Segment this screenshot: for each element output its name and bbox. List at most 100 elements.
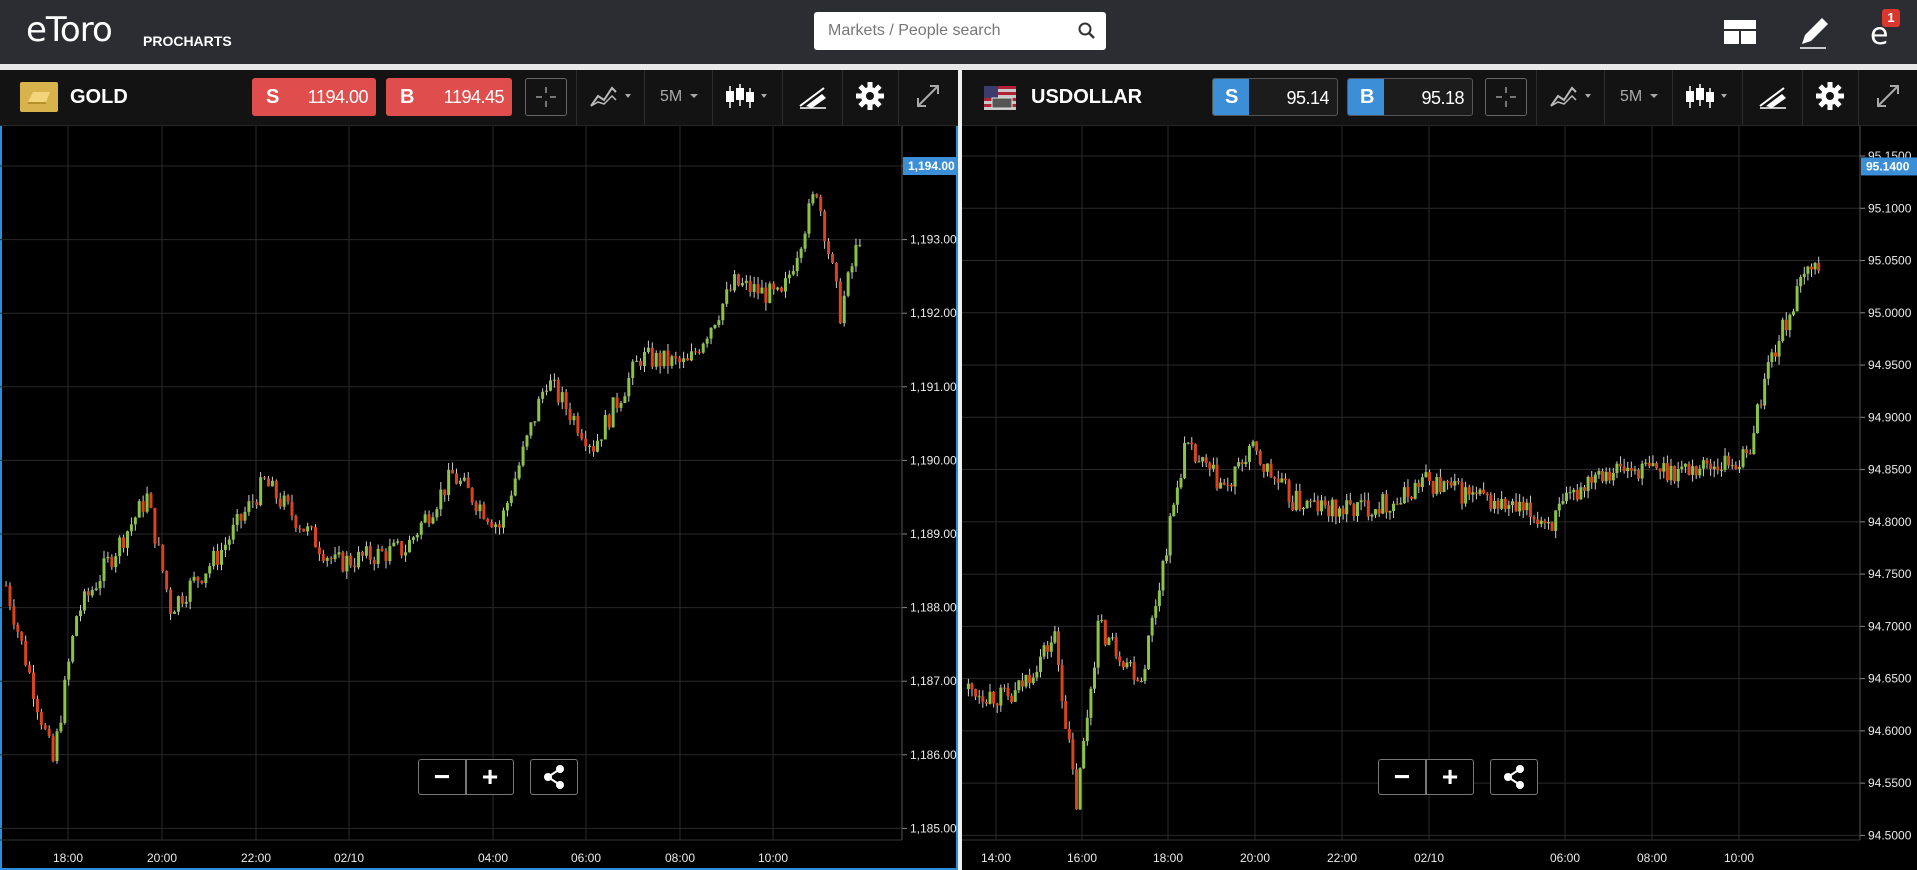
timeframe-dropdown[interactable]: 5M [1618,78,1662,116]
buy-label: B [1360,86,1375,108]
candle [1172,502,1176,517]
candle [396,538,400,545]
candle-body [419,522,423,535]
candle-body [333,554,337,560]
candle [780,286,784,293]
candle-body [1799,276,1803,287]
candle [1626,461,1630,479]
settings-button[interactable] [852,78,888,116]
draw-tools-button[interactable] [1756,78,1792,116]
candle-body [1096,620,1100,668]
settings-button[interactable] [1812,78,1848,116]
candle-body [1525,502,1529,511]
search-input[interactable] [814,12,1078,50]
candle-body [966,683,970,690]
candle-body [1788,314,1792,331]
candle [321,549,325,564]
candle [125,530,129,556]
indicators-button[interactable] [1548,78,1598,116]
candle-body [1309,500,1313,502]
indicators-icon [1550,86,1591,107]
candle [419,520,423,540]
candle-body [1723,455,1727,470]
candle [674,351,678,365]
candle-body [20,631,24,641]
candle-body [791,271,795,275]
sell-button[interactable]: S 95.14 [1212,78,1338,116]
candle [752,276,756,298]
x-tick-label: 18:00 [53,851,83,865]
candle-body [1031,677,1035,684]
candle-body [1557,503,1561,511]
candle-body [1265,463,1269,472]
candle [1179,473,1183,490]
candle-body [988,691,992,704]
candle-body [184,601,188,604]
candle [1763,373,1767,410]
candle [345,551,349,580]
zoom-out-button[interactable]: − [1378,759,1426,795]
share-button[interactable] [1490,759,1538,795]
candle-body [1374,509,1378,515]
candle-body [1363,500,1367,502]
layout-icon[interactable] [1722,14,1758,50]
candle-body [568,409,572,421]
candle-body [787,274,791,279]
candle-body [1186,442,1190,444]
chart-type-button[interactable] [724,78,774,116]
candle-body [1806,266,1810,274]
candle-body [1143,669,1147,681]
share-button[interactable] [530,759,578,795]
instrument-name[interactable]: GOLD [70,86,128,108]
candle [1038,649,1042,678]
candle [1002,684,1006,692]
candle [1579,482,1583,500]
candle [329,556,333,565]
candle [1514,493,1518,512]
chart-panel-usdollar[interactable]: USDOLLAR S 95.14 B 95.18 5M [962,70,1917,870]
candle [1698,465,1702,479]
candle-body [1013,690,1017,702]
candle-body [145,493,149,512]
candle-body [1348,500,1352,505]
buy-button[interactable]: B 95.18 [1347,78,1473,116]
candle [1730,458,1734,470]
instrument-name[interactable]: USDOLLAR [1031,86,1143,108]
candle-body [1388,511,1392,513]
expand-button[interactable] [910,78,946,116]
etoro-logo[interactable]: eToro [26,10,113,50]
notification-badge[interactable]: 1 [1882,9,1900,27]
candle-body [380,548,384,552]
candle-body [729,289,733,291]
chart-panel-gold[interactable]: GOLD S 1194.00 B 1194.45 5M [0,70,958,870]
gold-chart[interactable]: 1,194.00 1,193.00 1,192.00 1,191.00 1,190.00… [0,126,958,870]
crosshair-button[interactable] [1485,78,1527,116]
sell-button[interactable]: S 1194.00 [252,78,376,116]
zoom-in-button[interactable]: + [1426,759,1474,795]
candle-body [1604,471,1608,482]
candle [713,324,717,330]
usdollar-chart[interactable]: 95.150095.100095.050095.000094.950094.90… [962,126,1917,870]
panel-gap [958,70,962,870]
candle-body [1694,466,1698,476]
candle [1665,455,1669,483]
draw-tools-button[interactable] [796,78,832,116]
candle [505,500,509,517]
candle-body [1456,480,1460,483]
candle [129,517,133,536]
expand-button[interactable] [1870,78,1906,116]
crosshair-button[interactable] [525,78,567,116]
timeframe-dropdown[interactable]: 5M [658,78,702,116]
candle-body [255,502,259,506]
candle [639,358,643,370]
search-icon[interactable] [1078,22,1096,45]
candle-body [67,661,71,680]
indicators-button[interactable] [588,78,638,116]
search-box[interactable] [814,12,1106,50]
chart-type-button[interactable] [1684,78,1734,116]
edit-pencil-icon[interactable] [1796,14,1832,50]
zoom-in-button[interactable]: + [466,759,514,795]
zoom-out-button[interactable]: − [418,759,466,795]
buy-button[interactable]: B 1194.45 [386,78,512,116]
candle [568,402,572,425]
